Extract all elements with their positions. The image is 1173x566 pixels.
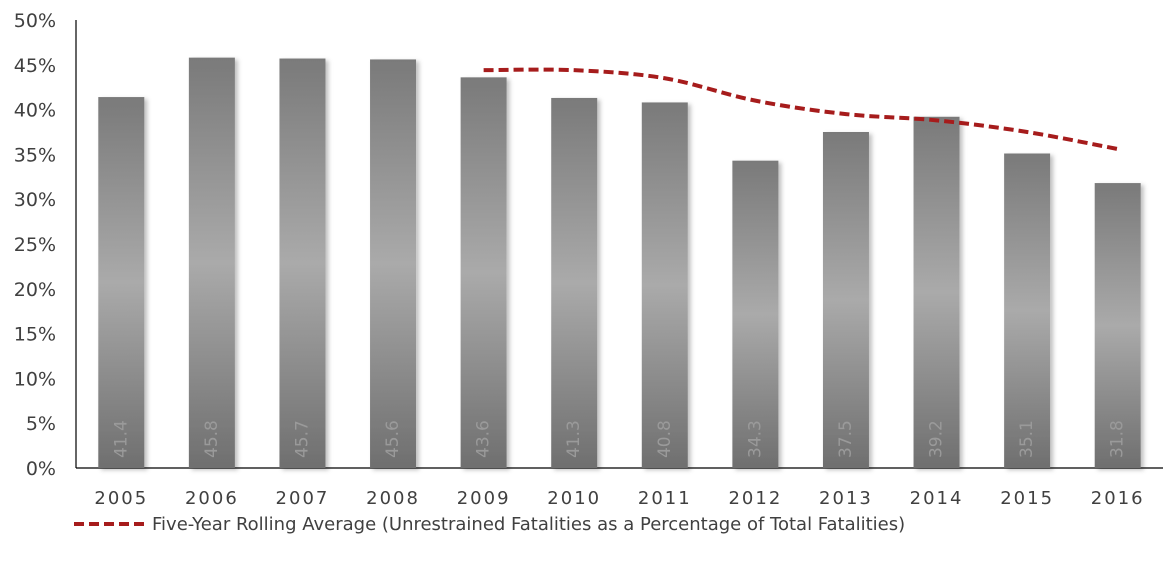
x-tick-label: 2008: [366, 488, 420, 509]
bar-data-label: 45.8: [202, 420, 222, 458]
bar: [460, 77, 507, 469]
y-tick-label: 30%: [14, 189, 56, 211]
bar-data-label: 37.5: [836, 420, 856, 458]
y-axis: 0% 5% 10% 15% 20% 25% 30% 35% 40% 45% 50%: [14, 10, 77, 480]
x-tick-label: 2012: [728, 488, 782, 509]
rolling-average-line: [483, 67, 1119, 151]
y-tick-label: 40%: [14, 100, 56, 122]
x-tick-label: 2005: [94, 488, 148, 509]
x-tick-label: 2016: [1091, 488, 1145, 509]
x-tick-label: 2006: [185, 488, 239, 509]
bar-data-label: 41.3: [564, 420, 584, 458]
bar: [370, 59, 417, 468]
bar: [732, 160, 779, 468]
legend: Five-Year Rolling Average (Unrestrained …: [74, 514, 905, 535]
y-tick-label: 0%: [26, 458, 56, 480]
x-tick-label: 2015: [1000, 488, 1054, 509]
y-tick-label: 15%: [14, 324, 56, 346]
bar: [822, 132, 869, 468]
y-tick-label: 10%: [14, 368, 56, 390]
x-tick-label: 2013: [819, 488, 873, 509]
x-tick-labels: 2005 2006 2007 2008 2009 2010 2011 2012 2013 2014…: [94, 488, 1145, 509]
y-tick-label: 50%: [14, 10, 56, 32]
bar-data-label: 35.1: [1017, 420, 1037, 458]
bar-data-label: 34.3: [745, 420, 765, 458]
bar-data-label: 31.8: [1108, 420, 1128, 458]
bar-data-labels: 41.4 45.8 45.7 45.6 43.6 41.3 40.8 34.3 37.5 39.2…: [111, 420, 1127, 458]
x-tick-label: 2010: [547, 488, 601, 509]
bar-data-label: 43.6: [474, 420, 494, 458]
rolling-average-series: [483, 67, 1119, 151]
y-tick-label: 20%: [14, 279, 56, 301]
bar: [279, 58, 326, 468]
bar-data-label: 45.6: [383, 420, 403, 458]
bar: [551, 97, 598, 469]
x-tick-label: 2011: [638, 488, 692, 509]
bar: [913, 116, 960, 468]
bar: [1004, 153, 1051, 468]
bar-data-label: 39.2: [927, 420, 947, 458]
bar-series: [98, 57, 1141, 469]
bar: [1094, 183, 1141, 468]
x-tick-label: 2009: [457, 488, 511, 509]
x-tick-label: 2007: [276, 488, 330, 509]
y-tick-label: 35%: [14, 144, 56, 166]
y-tick-label: 25%: [14, 234, 56, 256]
x-tick-label: 2014: [910, 488, 964, 509]
bar-data-label: 41.4: [111, 420, 131, 458]
y-tick-labels: 0% 5% 10% 15% 20% 25% 30% 35% 40% 45% 50%: [14, 10, 56, 480]
legend-label: Five-Year Rolling Average (Unrestrained …: [152, 514, 905, 535]
bar: [188, 57, 235, 469]
y-tick-label: 5%: [26, 413, 56, 435]
bar: [98, 97, 145, 468]
bar: [641, 102, 688, 468]
y-tick-label: 45%: [14, 55, 56, 77]
bar-data-label: 40.8: [655, 420, 675, 458]
x-axis: 2005 2006 2007 2008 2009 2010 2011 2012 2013 2014…: [76, 467, 1163, 509]
bar-data-label: 45.7: [292, 420, 312, 458]
